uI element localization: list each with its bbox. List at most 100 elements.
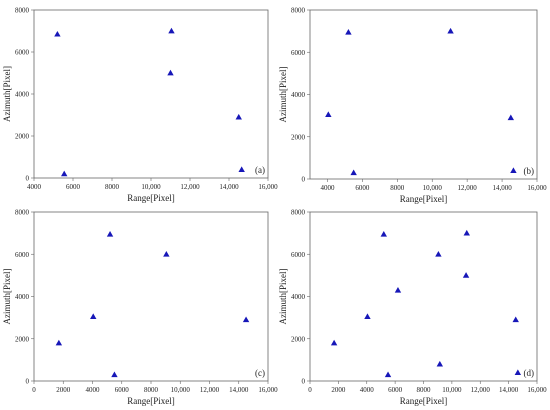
plot-frame [33,211,269,382]
y-tick-label: 4000 [291,293,306,301]
x-tick-label: 10,000 [423,184,443,192]
triangle-marker [436,360,444,367]
triangle-marker [364,313,371,319]
x-tick-label: 0 [32,386,36,394]
x-tick-label: 8000 [144,386,159,394]
triangle-marker [106,230,114,237]
triangle-marker [54,30,61,37]
x-tick-label: 10,000 [141,183,161,191]
triangle-marker [462,272,470,278]
triangle-marker [111,371,118,378]
triangle-marker [238,166,245,172]
x-tick-label: 14,000 [229,386,249,394]
x-tick-label: 10,000 [171,386,191,394]
x-axis-title: Range[Pixel] [400,396,448,406]
y-tick-label: 2000 [15,133,30,141]
triangle-marker [61,170,68,177]
x-tick-label: 4000 [360,386,375,394]
x-tick-label: 16,000 [258,386,278,394]
x-axis-title: Range[Pixel] [127,193,175,203]
x-tick-label: 8000 [390,184,405,192]
triangle-marker [447,27,454,34]
triangle-marker [463,229,470,236]
x-tick-label: 0 [308,386,312,394]
plot-frame [309,211,538,382]
triangle-marker [394,286,402,293]
x-tick-label: 12,000 [458,184,478,192]
x-tick-label: 16,000 [258,183,278,191]
triangle-marker [90,313,97,319]
y-tick-label: 4000 [291,91,306,99]
x-tick-label: 12,000 [471,386,491,394]
triangle-marker [167,69,174,76]
y-tick-label: 6000 [291,49,306,57]
y-tick-label: 0 [26,378,30,386]
x-axis-title: Range[Pixel] [127,396,175,406]
y-tick-label: 4000 [15,293,30,301]
panel-label: (b) [524,166,535,176]
triangle-marker [507,114,515,121]
x-tick-label: 6000 [355,184,370,192]
y-axis-title: Azimuth[Pixel] [2,66,12,122]
x-tick-label: 6000 [388,386,403,394]
triangle-marker [330,339,338,346]
triangle-marker [235,113,242,120]
x-tick-label: 2000 [331,386,346,394]
x-tick-label: 12,000 [200,386,220,394]
x-tick-label: 16,000 [527,184,547,192]
x-tick-label: 2000 [56,386,71,394]
x-tick-label: 12,000 [180,183,200,191]
y-tick-label: 0 [302,378,306,386]
x-tick-label: 16,000 [527,386,547,394]
panel-label: (a) [255,165,265,175]
plot-frame [309,9,538,180]
triangle-marker [325,111,332,117]
y-tick-label: 8000 [15,209,30,217]
triangle-marker [345,28,352,35]
x-tick-label: 4000 [320,184,335,192]
triangle-marker [350,169,357,176]
y-axis-title: Azimuth[Pixel] [278,269,288,325]
triangle-marker [55,339,63,346]
scatter-panel-d: 0 2000 4000 6000 8000 10,000 12,000 14,000 16,00… [278,209,547,407]
x-tick-label: 6000 [115,386,130,394]
y-tick-label: 8000 [291,209,306,217]
triangle-marker [512,316,519,323]
y-tick-label: 2000 [15,335,30,343]
plot-frame [33,9,269,179]
scatter-panel-c: 0 2000 4000 6000 8000 10,000 12,000 14,000 16,00… [2,209,278,407]
y-tick-label: 4000 [15,91,30,99]
y-tick-label: 6000 [291,251,306,259]
y-tick-label: 8000 [291,7,306,15]
scatter-panel-a: 4000 6000 8000 10,000 12,000 14,000 16,000 0 200… [2,7,278,204]
x-tick-label: 4000 [86,386,101,394]
y-tick-label: 6000 [15,251,30,259]
triangle-marker [514,369,522,375]
x-axis-title: Range[Pixel] [400,194,448,204]
triangle-marker [168,27,175,34]
x-tick-label: 10,000 [442,386,462,394]
triangle-marker [163,251,170,257]
triangle-marker [435,251,442,257]
y-tick-label: 0 [302,176,306,184]
x-tick-label: 8000 [105,183,120,191]
x-tick-label: 6000 [66,183,81,191]
x-tick-label: 8000 [417,386,432,394]
y-tick-label: 8000 [15,7,30,15]
scatter-panel-b: 4000 6000 8000 10,000 12,000 14,000 16,000 0 200… [278,7,547,205]
x-tick-label: 14,000 [499,386,519,394]
y-axis-title: Azimuth[Pixel] [2,269,12,325]
panel-label: (d) [524,368,535,378]
x-tick-label: 4000 [27,183,42,191]
y-tick-label: 2000 [291,335,306,343]
y-tick-label: 2000 [291,133,306,141]
panel-label: (c) [255,368,265,378]
y-tick-label: 0 [26,175,30,183]
y-tick-label: 6000 [15,49,30,57]
triangle-marker [384,371,392,378]
triangle-marker [510,167,517,173]
y-axis-title: Azimuth[Pixel] [278,67,288,123]
triangle-marker [242,316,250,323]
x-tick-label: 14,000 [219,183,239,191]
